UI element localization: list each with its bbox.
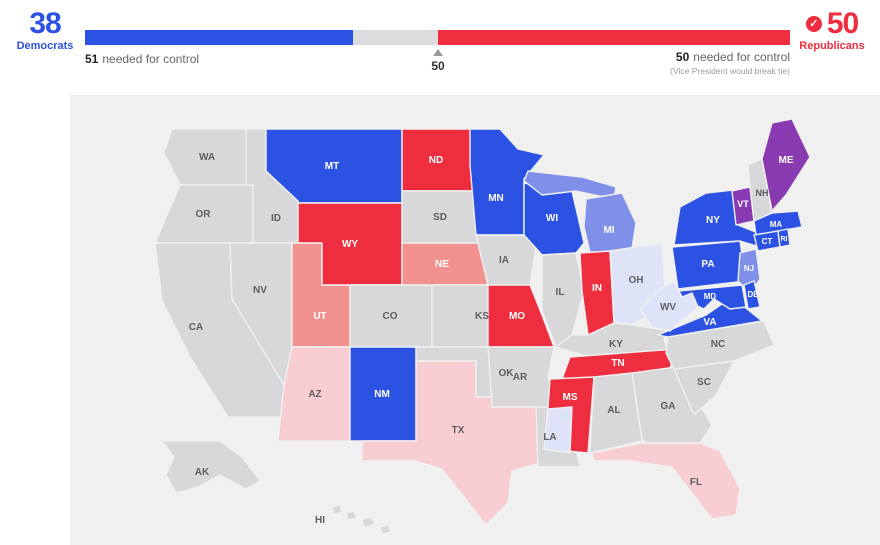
republicans-count: 50 (826, 7, 859, 40)
state-FL[interactable] (591, 442, 741, 520)
state-MS-S[interactable] (543, 406, 573, 454)
democrats-count: 38 (29, 7, 61, 40)
state-HI[interactable] (345, 510, 358, 521)
state-MA[interactable] (753, 210, 803, 236)
state-SD[interactable] (401, 190, 479, 244)
state-label-HI: HI (315, 515, 325, 526)
republicans-block: ✓ 50 Republicans (788, 7, 876, 53)
states-layer (154, 118, 811, 535)
majority-marker-number: 50 (431, 59, 445, 73)
republican-bar-fill (437, 30, 790, 45)
democrats-label: Democrats (16, 40, 74, 52)
state-HI[interactable] (379, 524, 392, 535)
state-ME[interactable] (761, 118, 811, 212)
republicans-label: Republicans (799, 40, 865, 52)
state-CT[interactable] (753, 230, 781, 252)
vp-tiebreak-note: (Vice President would break tie) (670, 66, 790, 76)
rep-needed-number: 50 (675, 50, 690, 64)
republicans-check-icon: ✓ (805, 16, 822, 32)
rep-needed-for-control: 50 needed for control (Vice President wou… (670, 50, 790, 76)
state-IA[interactable] (475, 234, 537, 286)
balance-of-power-header: 38 Democrats ✓ 50 Republicans 51 needed f… (0, 0, 880, 95)
dem-needed-number: 51 (85, 52, 99, 66)
state-IN[interactable] (579, 250, 615, 336)
state-ND[interactable] (401, 128, 475, 192)
majority-marker-triangle-icon (433, 49, 443, 56)
state-NE[interactable] (401, 242, 489, 286)
state-HI[interactable] (361, 516, 376, 528)
dem-needed-for-control: 51 needed for control (85, 52, 199, 66)
state-CO[interactable] (349, 284, 433, 348)
state-HI[interactable] (331, 504, 343, 515)
state-AR[interactable] (487, 346, 557, 408)
dem-needed-text: needed for control (102, 52, 200, 66)
state-AL[interactable] (589, 372, 643, 454)
uncalled-bar-fill (352, 30, 438, 45)
map-panel: WA OR CA ID NV UT AZ MT WY CO NM ND SD NE KS OK TX MN IA MO… (70, 95, 880, 545)
state-NM[interactable] (349, 346, 417, 442)
state-MN[interactable] (469, 128, 545, 236)
rep-needed-text: needed for control (693, 50, 790, 64)
state-PA[interactable] (671, 240, 747, 290)
democrat-bar-fill (85, 30, 353, 45)
state-MO[interactable] (487, 284, 555, 348)
majority-marker: 50 (416, 49, 460, 73)
state-RI[interactable] (777, 228, 791, 248)
state-WA[interactable] (163, 128, 249, 186)
state-OR[interactable] (154, 184, 254, 244)
seat-bar (85, 30, 790, 45)
us-senate-map: WAORCAIDNVUTAZMTWYCONMNDSDNEKSOKTXMNIAMO… (154, 118, 811, 535)
state-WV[interactable] (639, 280, 699, 332)
state-MI[interactable] (523, 170, 617, 200)
state-AZ[interactable] (277, 346, 351, 442)
state-DE[interactable] (743, 280, 761, 310)
state-AK[interactable] (161, 440, 261, 494)
democrats-block: 38 Democrats (12, 7, 78, 53)
